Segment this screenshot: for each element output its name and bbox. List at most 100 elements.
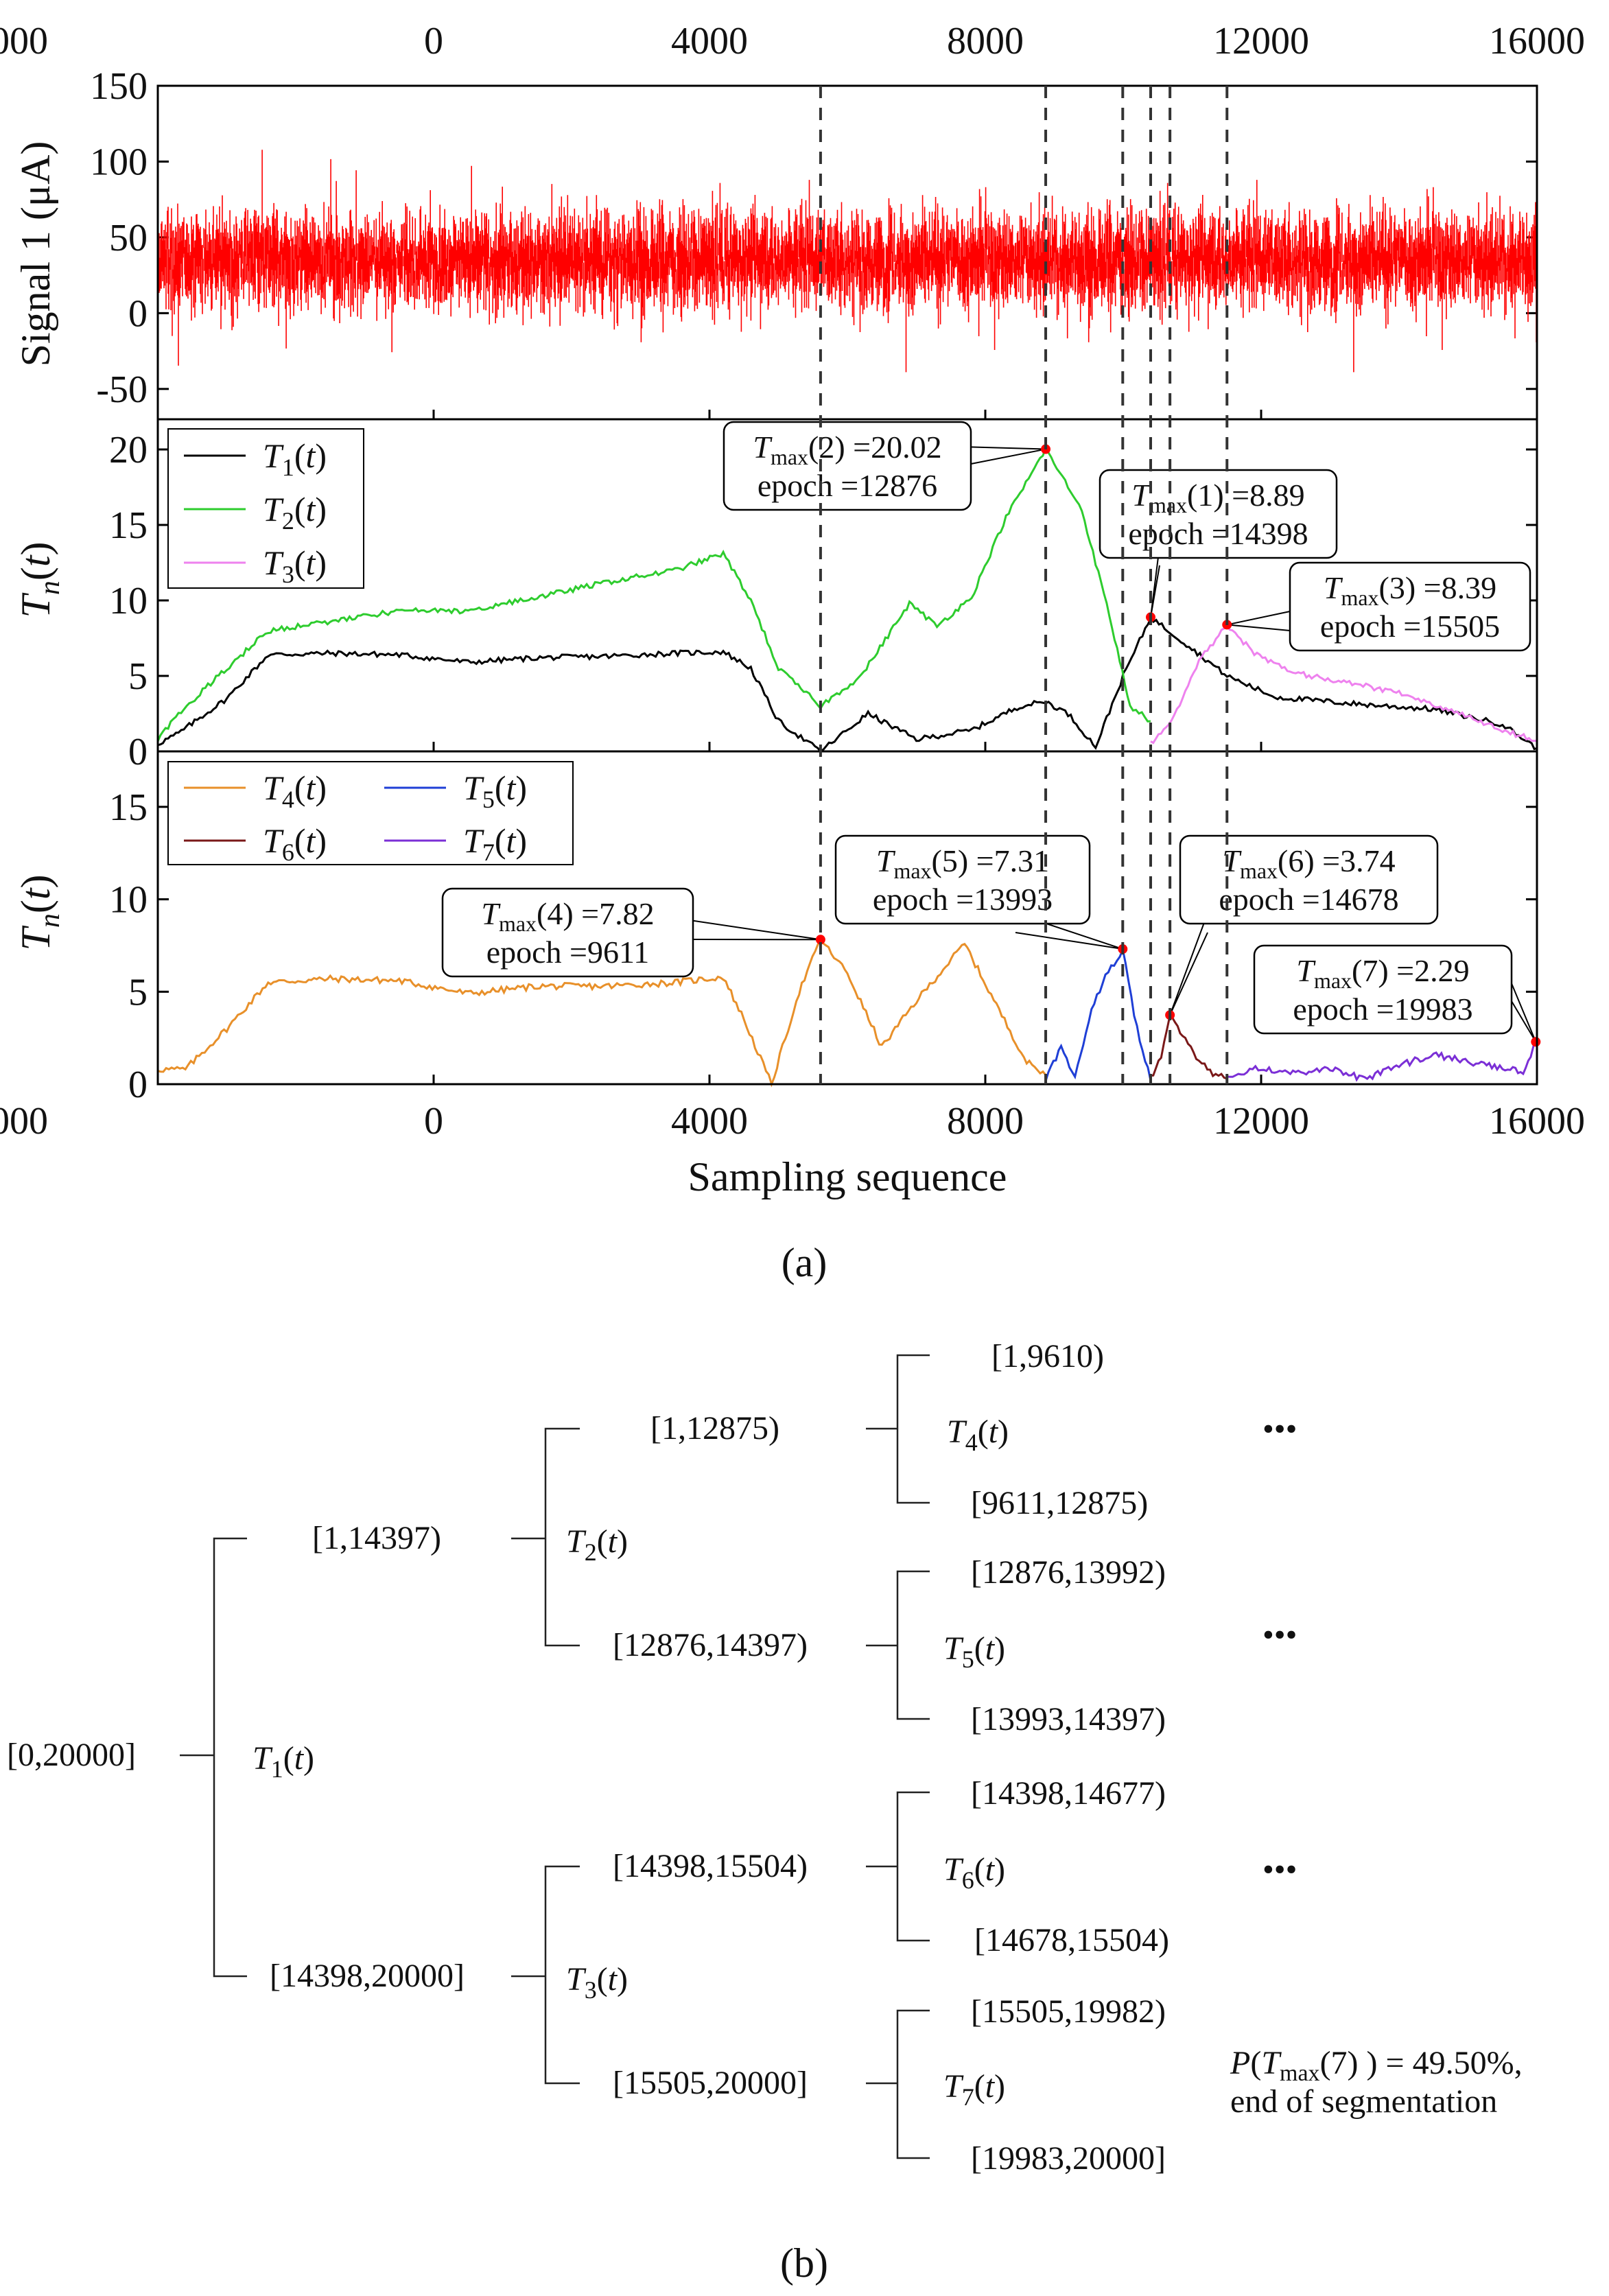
t4-t7-legend: T4(t) T5(t) T6(t) T7(t) xyxy=(167,761,574,866)
tree-l3-range-1-0: [12876,13992) xyxy=(971,1554,1166,1591)
callout-line1: Tmax(2) =20.02 xyxy=(753,430,941,469)
y-tick-label: 10 xyxy=(109,580,148,622)
tree-right-bracket xyxy=(544,1865,580,2085)
bottom-x-tick-0: 0 xyxy=(424,1100,443,1143)
y-tick-label: 15 xyxy=(109,504,148,547)
tree-t7-label: T7(t) xyxy=(943,2068,1005,2111)
y-tick-label: 0 xyxy=(128,292,148,335)
bottom-x-tick-12000: 12000 xyxy=(1213,1100,1309,1143)
y-tick-label: 0 xyxy=(128,1064,148,1106)
t4-t7-y-axis-label: Tn(t) xyxy=(13,874,66,950)
series-t4t xyxy=(157,939,1047,1088)
callout-box xyxy=(834,834,1091,925)
t4-t7-series xyxy=(157,939,1538,1088)
y-tick-label: 150 xyxy=(90,65,148,108)
tree-l2-range-2: [14398,15504) xyxy=(613,1848,808,1884)
y-tick-label: 5 xyxy=(128,655,148,698)
tree-t6-bracket xyxy=(896,1791,930,1942)
series-t7t xyxy=(1227,1038,1538,1082)
callout-line2: epoch =13993 xyxy=(873,882,1053,917)
y-tick-label: 0 xyxy=(128,731,148,773)
callout-line2: epoch =12876 xyxy=(757,468,937,503)
bottom-x-tick-20000: 20000 xyxy=(0,1100,48,1143)
y-tick-label: 5 xyxy=(128,971,148,1014)
signal-y-tick-labels: -50 0 50 100 150 xyxy=(90,65,1537,411)
tree-l2-range-0: [1,12875) xyxy=(650,1410,779,1446)
tree-t1-sub: 1 xyxy=(271,1755,283,1783)
callout-line1: Tmax(3) =8.39 xyxy=(1324,570,1496,610)
segment-boundary-lines xyxy=(156,86,1538,1084)
y-tick-label: -50 xyxy=(96,368,148,411)
callout-line1: Tmax(5) =7.31 xyxy=(876,843,1049,883)
bottom-x-tick-8000: 8000 xyxy=(947,1100,1024,1143)
tree-group-t7: [15505,19982) T7(t) [19983,20000] xyxy=(866,1993,1166,2177)
end-note-line1: P(Tmax(7) ) = 49.50%, xyxy=(1230,2045,1523,2086)
callout-box xyxy=(1289,561,1531,652)
tree-t2-label: T2(t) xyxy=(566,1523,628,1566)
series-t6t xyxy=(1150,1013,1228,1080)
tmax-marker xyxy=(1531,1037,1541,1047)
series-t1t xyxy=(157,616,1538,753)
tree-t6-label: T6(t) xyxy=(943,1851,1005,1894)
callout-pointer xyxy=(1227,611,1291,631)
tree-right-range: [14398,20000] xyxy=(270,1958,465,1994)
tree-l3-range-0-0: [1,9610) xyxy=(991,1338,1104,1374)
t4-t7-y-tick-labels: 0 5 10 15 xyxy=(109,786,1537,1106)
callout-line1: Tmax(6) =3.74 xyxy=(1222,843,1395,883)
bottom-x-tick-labels: 0 4000 8000 12000 16000 20000 xyxy=(0,1100,1585,1143)
t4-t7-plot-frame xyxy=(156,750,1538,1086)
tree-level1-bracket xyxy=(213,1537,247,1978)
signal-panel: Signal 1 (μA) -50 0 50 100 150 xyxy=(13,65,1538,421)
top-x-tick-8000: 8000 xyxy=(947,20,1024,62)
tree-t2-sub: 2 xyxy=(585,1538,597,1566)
tree-group-t6: [14398,14677) T6(t) [14678,15504) ••• xyxy=(866,1775,1297,1958)
tree-t3-label: T3(t) xyxy=(566,1961,628,2004)
signal-y-axis-label: Signal 1 (μA) xyxy=(13,141,58,367)
tree-t5-bracket xyxy=(896,1570,930,1720)
callout-line2: epoch =19983 xyxy=(1293,992,1472,1027)
tree-l3-range-0-1: [9611,12875) xyxy=(971,1485,1148,1521)
legend-label-2: T2(t) xyxy=(263,490,327,535)
tree-t3-sub: 3 xyxy=(585,1976,597,2004)
tree-l3-range-2-1: [14678,15504) xyxy=(974,1922,1169,1958)
top-x-tick-labels: 0 4000 8000 12000 16000 20000 xyxy=(0,20,1585,62)
callout-line2: epoch =14678 xyxy=(1219,882,1398,917)
callout-line1: Tmax(1) =8.89 xyxy=(1131,478,1304,517)
callout-box xyxy=(723,421,972,511)
tree-root: [0,20000] xyxy=(7,1737,136,1773)
callout-line2: epoch =9611 xyxy=(486,935,650,970)
y-tick-label: 50 xyxy=(109,217,148,259)
t1-t3-legend: T1(t) T2(t) T3(t) xyxy=(167,428,364,589)
legend-label-3: T3(t) xyxy=(263,543,327,588)
top-x-tick-12000: 12000 xyxy=(1213,20,1309,62)
tree-group-t4: [1,9610) T4(t) [9611,12875) ••• xyxy=(866,1338,1297,1521)
callout-line2: epoch =14398 xyxy=(1128,516,1308,551)
legend-label-7: T7(t) xyxy=(463,821,527,866)
callout-box xyxy=(1179,834,1439,925)
top-x-tick-16000: 16000 xyxy=(1489,20,1585,62)
tree-t4-label: T4(t) xyxy=(947,1414,1009,1456)
tree-l2-range-1: [12876,14397) xyxy=(613,1627,808,1663)
tree-t7-bracket xyxy=(896,2009,930,2159)
bottom-x-tick-16000: 16000 xyxy=(1489,1100,1585,1143)
tmax-marker xyxy=(815,935,825,945)
tree-ellipsis-t5: ••• xyxy=(1262,1617,1297,1653)
legend-label-5: T5(t) xyxy=(463,769,527,813)
callout-box xyxy=(441,887,694,978)
tree-t5-label: T5(t) xyxy=(943,1630,1005,1673)
tree-l3-range-3-0: [15505,19982) xyxy=(971,1993,1166,2030)
tree-t7-sub: 7 xyxy=(962,2083,974,2111)
tree-l3-range-1-1: [13993,14397) xyxy=(971,1701,1166,1737)
series-t2t xyxy=(156,445,1151,742)
segmentation-tree: [0,20000] T1(t) [1,14397) [14398,20000] … xyxy=(7,1338,1523,2177)
tree-l2-range-3: [15505,20000] xyxy=(613,2065,808,2101)
end-note-line2: end of segmentation xyxy=(1230,2083,1497,2120)
tree-ellipsis-t4: ••• xyxy=(1262,1411,1297,1447)
t1-t3-series xyxy=(156,445,1538,753)
callout-line1: Tmax(4) =7.82 xyxy=(481,896,654,936)
legend-label-4: T4(t) xyxy=(263,769,327,813)
callout-pointer xyxy=(1509,978,1537,1042)
